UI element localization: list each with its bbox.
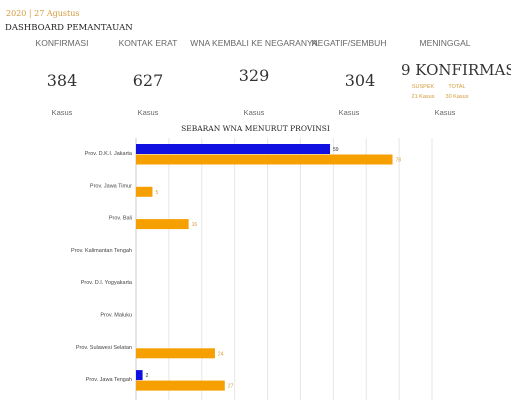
category-label: Prov. Bali xyxy=(109,216,132,222)
category-label: Prov. D.K.I. Jakarta xyxy=(85,151,133,157)
bar xyxy=(136,348,215,359)
stat-label: NEGATIF/SEMBUH xyxy=(311,38,387,48)
stat-unit: Kasus xyxy=(243,108,265,117)
sub-label-total: TOTAL xyxy=(448,84,466,90)
category-label: Prov. Sulawesi Selatan xyxy=(76,345,132,351)
sub-value-total: 30 Kasus xyxy=(445,94,469,100)
stat-label: KONFIRMASI xyxy=(35,38,89,48)
data-label: 16 xyxy=(192,222,198,228)
dashboard-title: DASHBOARD PEMANTAUAN xyxy=(5,23,133,33)
category-label: Prov. Jawa Timur xyxy=(90,183,132,189)
bar xyxy=(136,219,189,230)
stat-label: KONTAK ERAT xyxy=(118,38,178,48)
province-bar-chart: Prov. D.K.I. Jakarta 59 78 Prov. Jawa Timur… xyxy=(71,138,433,400)
stat-value: 304 xyxy=(344,71,376,90)
bar xyxy=(136,380,225,391)
chart-title: SEBARAN WNA MENURUT PROVINSI xyxy=(181,124,330,133)
category-label: Prov. Jawa Tengah xyxy=(86,377,132,383)
category-label: Prov. Maluku xyxy=(100,313,132,319)
sub-label-suspek: SUSPEK xyxy=(411,84,435,90)
category-label: Prov. Kalimantan Tengah xyxy=(71,248,132,254)
stat-value: 9 KONFIRMASI xyxy=(401,61,511,79)
category-label: Prov. D.I. Yogyakarta xyxy=(81,280,133,286)
data-label: 24 xyxy=(218,351,224,357)
stat-label: WNA KEMBALI KE NEGARANYA xyxy=(190,38,318,48)
bar xyxy=(136,370,143,381)
stat-value: 384 xyxy=(46,71,78,90)
stat-unit: Kasus xyxy=(137,108,159,117)
bar xyxy=(136,186,153,197)
data-label: 78 xyxy=(396,158,402,164)
data-label: 27 xyxy=(228,384,234,390)
sub-value-suspek: 21 Kasus xyxy=(411,94,435,100)
stat-label: MENINGGAL xyxy=(419,38,471,48)
dashboard-date: 2020 | 27 Agustus xyxy=(6,9,80,18)
data-label: 5 xyxy=(155,190,158,196)
bar xyxy=(136,154,393,165)
stat-value: 627 xyxy=(132,71,164,90)
stat-unit: Kasus xyxy=(51,108,73,117)
stat-unit: Kasus xyxy=(338,108,360,117)
stat-value: 329 xyxy=(238,66,270,85)
bar xyxy=(136,144,331,154)
data-label: 2 xyxy=(146,373,149,379)
data-label: 59 xyxy=(333,147,339,153)
stat-unit: Kasus xyxy=(434,108,456,117)
